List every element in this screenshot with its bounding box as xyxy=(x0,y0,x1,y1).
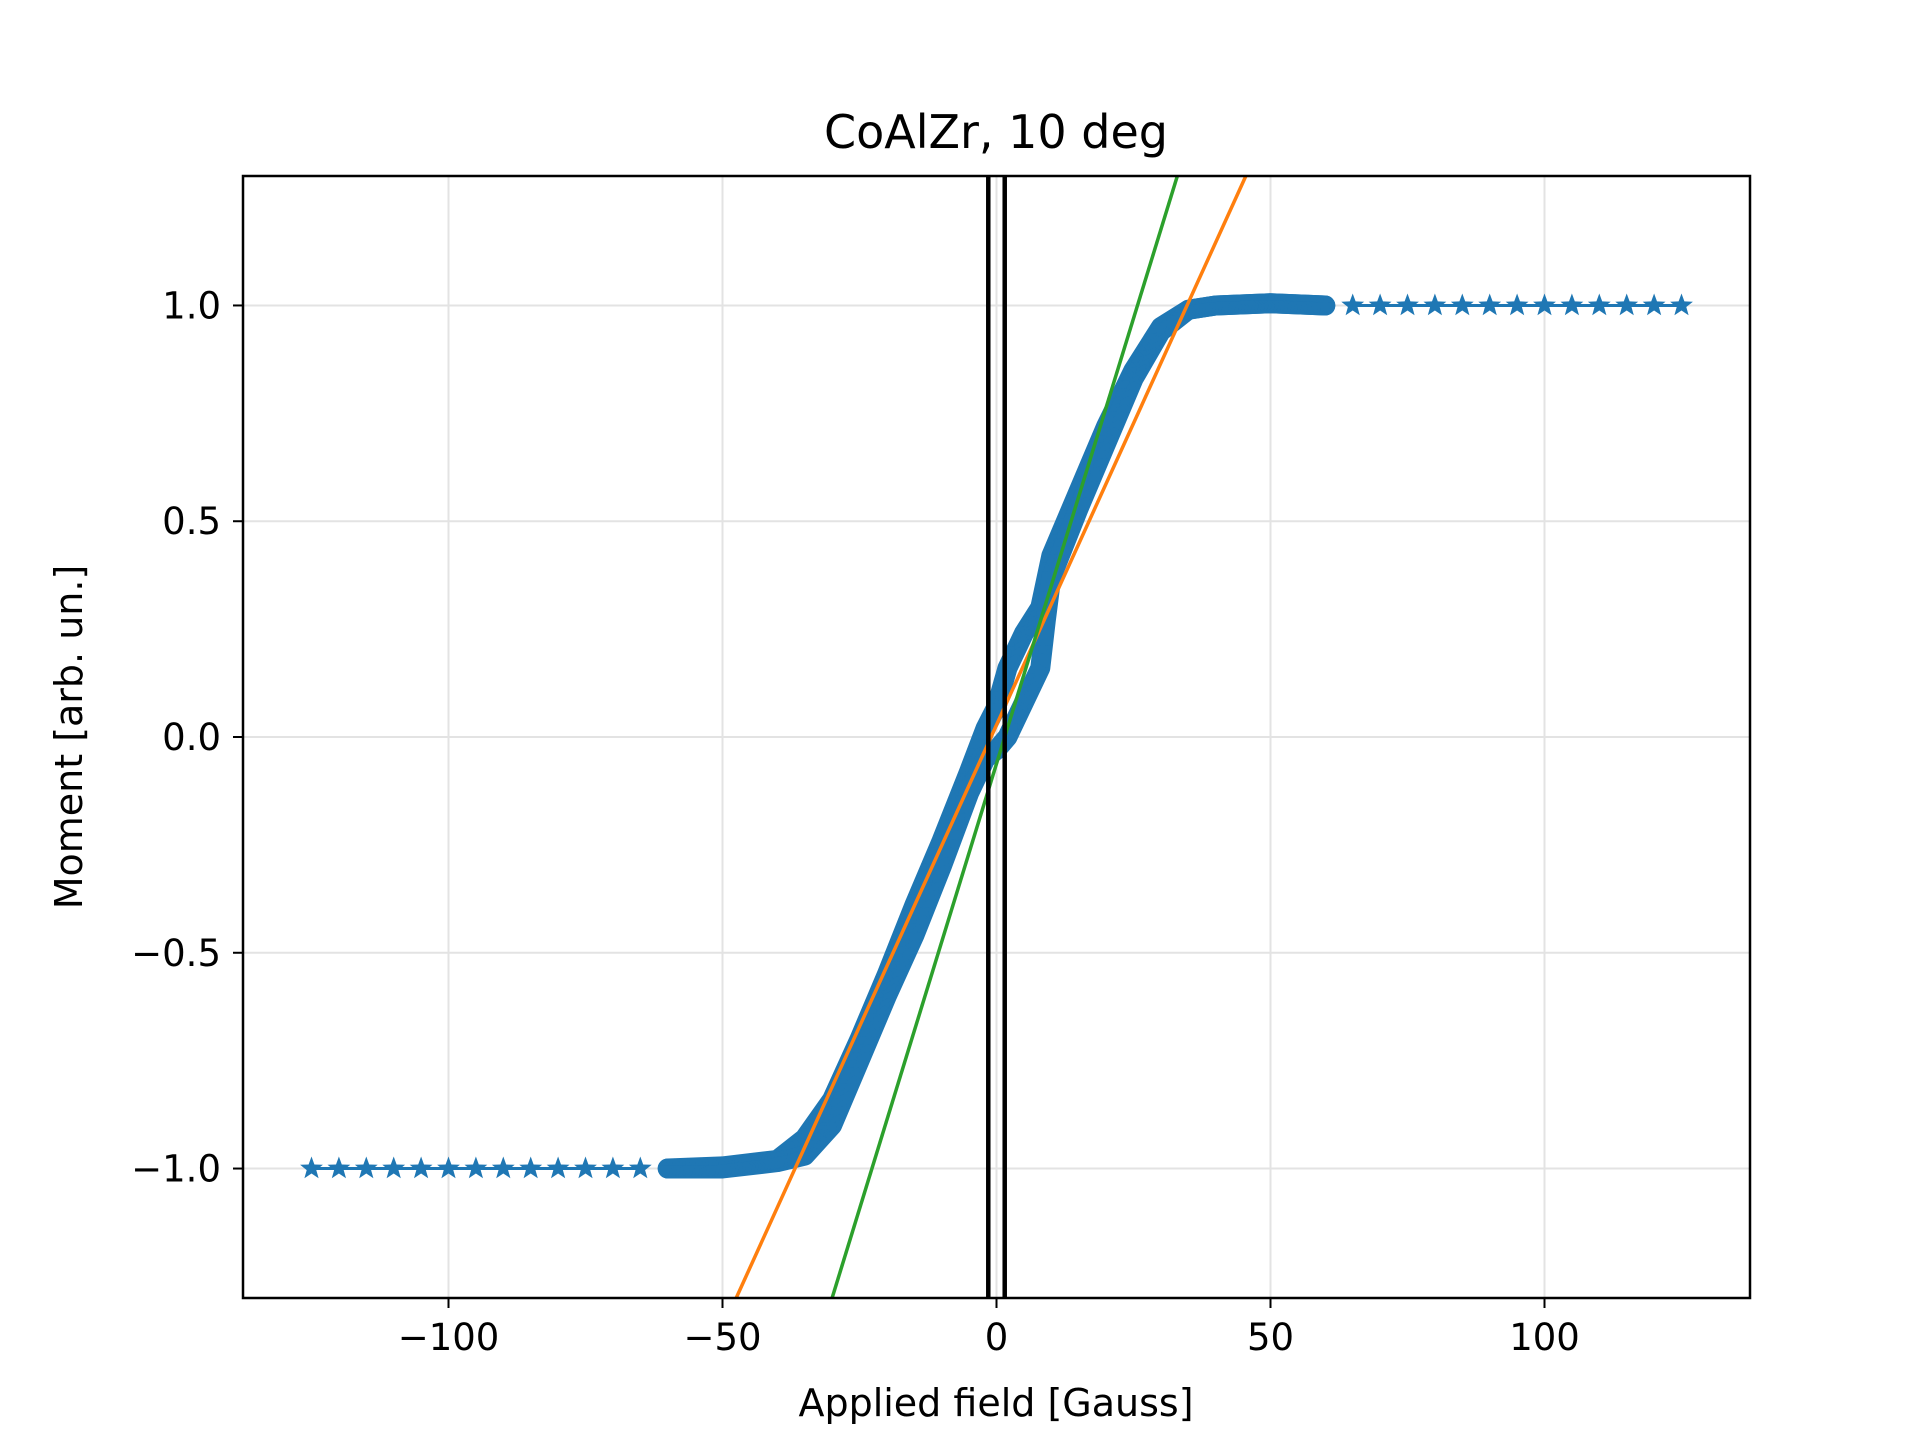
data-point-marker xyxy=(1042,564,1062,583)
data-point-marker xyxy=(964,750,983,769)
data-point-marker xyxy=(835,1084,855,1103)
data-point-marker xyxy=(1069,498,1089,517)
data-point-marker xyxy=(904,925,924,944)
data-point-marker xyxy=(924,875,944,894)
y-axis-label: Moment [arb. un.] xyxy=(47,565,91,910)
data-point-marker xyxy=(852,1045,872,1064)
data-point-marker xyxy=(957,789,977,808)
data-point-marker xyxy=(1085,459,1105,478)
data-point-marker xyxy=(931,859,951,878)
data-point-marker xyxy=(845,1061,865,1080)
data-point-marker xyxy=(1033,639,1052,658)
data-point-marker xyxy=(1065,506,1085,525)
data-point-marker xyxy=(987,696,1006,715)
data-point-marker xyxy=(1092,443,1112,462)
data-point-marker xyxy=(954,797,974,816)
data-point-marker xyxy=(829,1099,849,1118)
x-tick-label: −100 xyxy=(398,1316,500,1359)
data-point-marker xyxy=(950,806,970,825)
y-tick-label: 0.5 xyxy=(162,500,221,543)
axis-ticks: −100 −50 0 50 100 −1.0 −0.5 0.0 0.5 1.0 xyxy=(131,284,1580,1359)
data-point-marker xyxy=(917,892,937,911)
data-point-marker xyxy=(947,815,967,834)
data-point-marker xyxy=(1029,660,1049,679)
y-tick-label: 0.0 xyxy=(162,716,221,759)
x-axis-label: Applied field [Gauss] xyxy=(798,1381,1193,1425)
y-tick-label: −0.5 xyxy=(131,932,221,975)
series-group xyxy=(300,176,1693,1298)
data-point-marker xyxy=(1046,556,1066,575)
data-point-marker xyxy=(1105,412,1125,431)
data-point-marker xyxy=(862,1022,882,1041)
x-tick-label: 50 xyxy=(1247,1316,1294,1359)
data-point-marker xyxy=(839,1076,859,1095)
x-tick-label: 100 xyxy=(1509,1316,1580,1359)
data-point-marker xyxy=(842,1068,862,1087)
data-point-marker xyxy=(908,917,928,936)
data-point-marker xyxy=(871,998,891,1017)
plot-area xyxy=(300,176,1693,1298)
data-point-marker xyxy=(875,991,895,1010)
y-tick-label: 1.0 xyxy=(162,284,221,327)
data-point-marker xyxy=(865,1014,885,1033)
data-point-marker xyxy=(1075,482,1095,501)
data-point-marker xyxy=(1079,475,1099,494)
data-point-marker xyxy=(973,724,993,743)
data-point-marker xyxy=(832,1092,852,1111)
x-tick-label: −50 xyxy=(683,1316,761,1359)
data-point-marker xyxy=(967,741,987,760)
x-tick-label: 0 xyxy=(985,1316,1009,1359)
data-point-marker xyxy=(937,841,957,860)
data-point-marker xyxy=(858,1029,878,1048)
data-point-marker xyxy=(970,732,990,751)
data-point-marker xyxy=(990,685,1010,704)
data-point-marker xyxy=(1095,436,1115,455)
data-point-marker xyxy=(1088,451,1108,470)
data-point-marker xyxy=(1115,389,1135,408)
data-point-marker xyxy=(1102,420,1122,439)
data-point-marker xyxy=(911,908,931,927)
data-point-marker xyxy=(934,850,954,869)
data-point-marker xyxy=(825,1107,845,1126)
data-point-marker xyxy=(1118,381,1138,400)
data-point-marker xyxy=(1315,295,1335,314)
data-point-marker xyxy=(1072,490,1092,509)
data-point-marker xyxy=(868,1006,888,1025)
data-point-marker xyxy=(1098,428,1118,447)
y-tick-label: −1.0 xyxy=(131,1148,221,1191)
data-point-marker xyxy=(1111,397,1131,416)
data-point-marker xyxy=(944,824,964,843)
data-point-marker xyxy=(1108,405,1128,424)
data-point-marker xyxy=(921,884,941,903)
data-point-marker xyxy=(855,1037,875,1056)
data-point-marker xyxy=(924,848,944,867)
data-point-marker xyxy=(914,900,934,919)
data-point-marker xyxy=(941,833,960,852)
data-point-marker xyxy=(848,1053,868,1072)
data-point-marker xyxy=(628,1156,652,1179)
data-point-marker xyxy=(885,945,905,964)
data-point-marker xyxy=(927,867,947,886)
chart-title: CoAlZr, 10 deg xyxy=(824,105,1168,159)
orange-fit-line xyxy=(734,176,1248,1298)
data-point-marker xyxy=(822,1115,842,1134)
data-point-marker xyxy=(1082,467,1102,486)
